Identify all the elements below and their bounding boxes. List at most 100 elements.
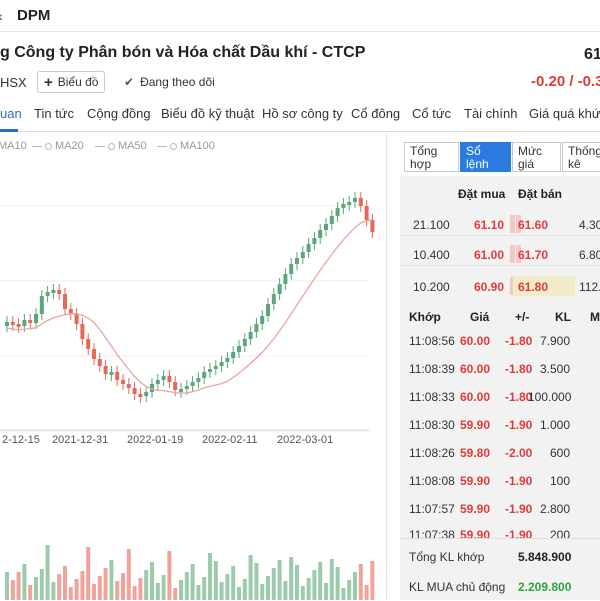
candle-body — [277, 284, 282, 294]
volume-bar — [28, 585, 33, 600]
tab-overview[interactable]: uan — [0, 106, 22, 121]
panel-divider — [386, 134, 387, 600]
volume-bar — [173, 588, 178, 600]
volume-bar — [161, 575, 166, 600]
volume-bar — [231, 566, 236, 600]
subtab-summary[interactable]: Tổng hợp — [404, 142, 459, 172]
volume-bar — [335, 567, 340, 600]
candle-body — [167, 376, 172, 382]
volume-bar — [225, 574, 230, 600]
tab-price-history[interactable]: Giá quá khứ — [529, 106, 600, 121]
volume-bar — [329, 559, 334, 600]
volume-bar — [132, 586, 137, 600]
volume-bar — [144, 570, 149, 600]
candle-body — [16, 324, 21, 327]
candle-body — [22, 320, 27, 326]
candle-body — [225, 358, 230, 362]
legend-ma10[interactable]: MA10 — [0, 140, 27, 152]
subtab-order-book[interactable]: Sổ lệnh — [460, 142, 511, 172]
tab-community[interactable]: Cộng đồng — [87, 106, 151, 121]
volume-bar — [80, 571, 85, 600]
subtab-price-levels[interactable]: Mức giá — [512, 142, 561, 172]
chart-button-label: Biểu đồ — [57, 75, 99, 89]
candle-body — [179, 389, 183, 392]
candle-body — [318, 230, 323, 238]
candle-body — [34, 314, 38, 323]
volume-bar — [312, 570, 317, 600]
tab-technical-chart[interactable]: Biểu đồ kỹ thuật — [161, 106, 255, 121]
candle-body — [295, 258, 299, 264]
order-subtabs: Tổng hợp Sổ lệnh Mức giá Thống kê — [404, 142, 600, 172]
legend-ma100[interactable]: MA100 — [157, 140, 215, 152]
x-tick-label: 2021-12-31 — [52, 434, 108, 446]
candle-body — [237, 346, 241, 352]
current-price: 61 — [584, 46, 600, 63]
top-bar: ‹ DPM — [0, 0, 600, 32]
volume-bar — [358, 564, 363, 600]
back-icon[interactable]: ‹ — [0, 8, 3, 24]
candle-body — [126, 384, 131, 388]
volume-bar — [260, 584, 265, 600]
price-change: -0.20 / -0.3 — [531, 73, 600, 90]
volume-bar — [16, 572, 21, 600]
trades-list[interactable]: 11:08:56 60.00 -1.80 7.900 11:08:39 60.00 -1.… — [400, 328, 600, 538]
volume-bar — [295, 565, 299, 600]
volume-bar — [202, 577, 207, 600]
volume-bar — [370, 561, 375, 600]
order-book-row: 10.400 61.00 61.70 6.80 — [400, 242, 600, 266]
stock-header: g Công ty Phân bón và Hóa chất Dầu khí -… — [0, 33, 600, 96]
x-tick-label: 2022-03-01 — [277, 434, 333, 446]
toggle-dot-icon — [108, 142, 115, 150]
volume-bar — [306, 578, 311, 600]
candle-body — [57, 290, 62, 294]
trade-row: 11:08:26 59.80 -2.00 600 — [409, 446, 570, 460]
volume-bar — [283, 581, 288, 600]
tab-company-profile[interactable]: Hồ sơ công ty — [262, 106, 343, 121]
ma-line — [6, 219, 373, 394]
plus-icon: + — [44, 73, 53, 91]
candle-body — [289, 264, 294, 274]
legend-ma20[interactable]: MA20 — [32, 140, 84, 152]
subtab-statistics[interactable]: Thống kê — [562, 142, 600, 172]
volume-bar — [74, 579, 79, 600]
volume-bar — [57, 574, 62, 600]
tab-shareholders[interactable]: Cổ đông — [351, 106, 401, 121]
company-name: g Công ty Phân bón và Hóa chất Dầu khí -… — [0, 44, 366, 61]
tab-dividends[interactable]: Cổ tức — [412, 106, 452, 121]
volume-bar — [196, 585, 201, 600]
tab-news[interactable]: Tin tức — [34, 106, 75, 121]
candle-body — [10, 322, 15, 325]
candle-body — [45, 292, 50, 296]
follow-toggle[interactable]: ✔ Đang theo dõi — [124, 75, 215, 89]
candle-body — [190, 382, 195, 386]
volume-summary: Tổng KL khớp 5.848.900 KL MUA chủ động 2… — [400, 538, 600, 600]
chart-button[interactable]: + Biểu đồ — [37, 71, 106, 93]
legend-ma50[interactable]: MA50 — [95, 140, 147, 152]
order-book-row: 10.200 60.90 61.80 112.40 — [400, 274, 600, 298]
candle-body — [347, 202, 352, 205]
candle-body — [196, 378, 201, 382]
candle-body — [92, 349, 96, 359]
candle-body — [173, 382, 178, 390]
trade-row: 11:08:08 59.90 -1.90 100 — [409, 474, 570, 488]
volume-bar — [63, 566, 67, 600]
volume-bar — [138, 578, 143, 600]
tab-financials[interactable]: Tài chính — [464, 106, 518, 121]
candle-body — [184, 386, 189, 389]
volume-bar — [97, 576, 102, 600]
ask-header: Đặt bán — [518, 187, 563, 201]
volume-bar — [324, 583, 328, 600]
volume-bar — [318, 562, 323, 600]
candle-body — [138, 394, 143, 397]
candle-body — [109, 372, 114, 375]
volume-bar — [10, 580, 15, 600]
volume-bar — [242, 579, 247, 600]
order-book: Đặt mua Đặt bán 21.100 61.10 61.60 4.30 … — [400, 176, 600, 306]
candle-body — [219, 362, 224, 366]
candle-body — [231, 352, 236, 358]
trade-row: 11:08:33 60.00 -1.80 100.000 — [409, 390, 572, 404]
volume-bar — [86, 547, 91, 600]
candle-body — [28, 320, 33, 323]
price-chart[interactable]: MA10 MA20 MA50 MA100 2-12-15 2021-12-31 20… — [0, 134, 386, 600]
volume-bar — [341, 588, 346, 600]
